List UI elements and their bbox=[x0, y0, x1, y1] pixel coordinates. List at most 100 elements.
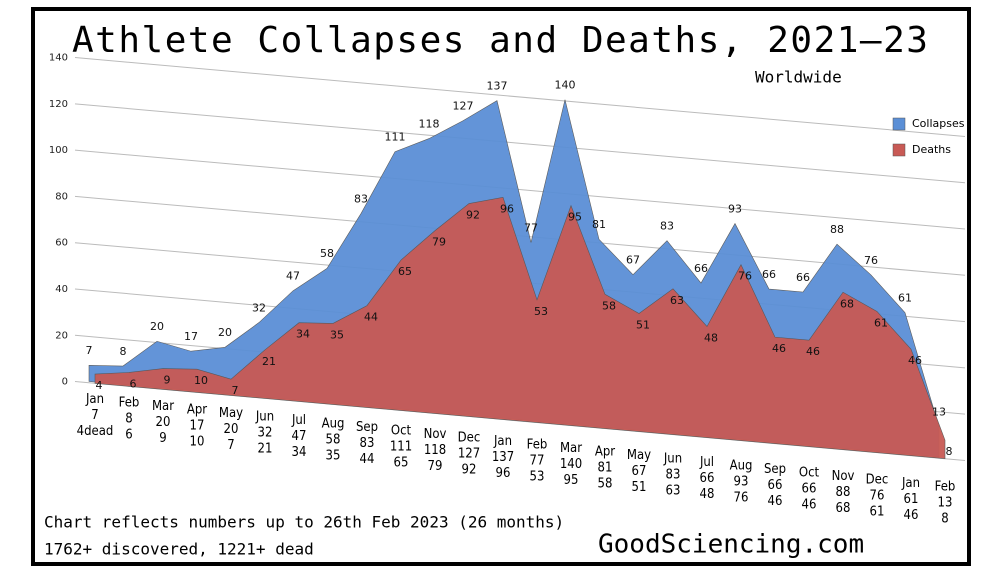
grid-line bbox=[74, 57, 966, 137]
x-tick-label: Apr bbox=[595, 445, 615, 460]
legend-label: Collapses bbox=[912, 117, 965, 130]
data-label: 53 bbox=[534, 305, 548, 318]
data-label: 92 bbox=[466, 209, 480, 222]
data-label: 66 bbox=[762, 268, 776, 281]
data-label: 46 bbox=[908, 354, 922, 367]
x-sub-label: 95 bbox=[564, 473, 579, 488]
data-label: 7 bbox=[86, 344, 93, 357]
data-label: 34 bbox=[296, 328, 310, 341]
x-sub-label: 88 bbox=[836, 485, 851, 500]
x-sub-label: 10 bbox=[190, 434, 205, 449]
data-label: 48 bbox=[704, 331, 718, 344]
note: Chart reflects numbers up to 26th Feb 20… bbox=[44, 513, 564, 532]
x-sub-label: 8 bbox=[125, 411, 132, 426]
data-label: 66 bbox=[796, 271, 810, 284]
x-sub-label: 118 bbox=[424, 443, 446, 458]
data-label: 20 bbox=[218, 326, 232, 339]
data-label: 79 bbox=[432, 236, 446, 249]
x-sub-label: 32 bbox=[258, 425, 273, 440]
data-label: 6 bbox=[130, 377, 137, 390]
x-tick-label: Jan bbox=[493, 434, 512, 449]
data-label: 7 bbox=[232, 384, 239, 397]
data-label: 77 bbox=[524, 221, 538, 234]
data-label: 83 bbox=[354, 192, 368, 205]
x-tick-label: Dec bbox=[458, 430, 481, 445]
data-label: 58 bbox=[602, 299, 616, 312]
legend-swatch bbox=[892, 117, 906, 131]
x-sub-label: 53 bbox=[530, 470, 545, 485]
x-sub-label: 65 bbox=[394, 455, 409, 470]
y-tick-label: 0 bbox=[62, 377, 68, 388]
data-label: 8 bbox=[946, 445, 953, 458]
x-sub-label: 66 bbox=[802, 482, 817, 497]
x-sub-label: 61 bbox=[904, 492, 919, 507]
data-label: 17 bbox=[184, 330, 198, 343]
data-label: 32 bbox=[252, 301, 266, 314]
data-label: 68 bbox=[840, 297, 854, 310]
x-tick-label: Jan bbox=[901, 476, 920, 491]
data-label: 61 bbox=[874, 316, 888, 329]
x-sub-label: 34 bbox=[292, 445, 307, 460]
x-sub-label: 7 bbox=[91, 408, 98, 423]
y-tick-label: 20 bbox=[55, 330, 68, 341]
x-tick-label: Feb bbox=[119, 395, 140, 410]
y-tick-label: 100 bbox=[49, 145, 68, 156]
x-sub-label: 35 bbox=[326, 448, 341, 463]
x-tick-label: Mar bbox=[560, 441, 582, 456]
data-label: 127 bbox=[453, 100, 474, 113]
data-label: 118 bbox=[419, 117, 440, 130]
x-sub-label: 83 bbox=[666, 468, 681, 483]
data-label: 58 bbox=[320, 247, 334, 260]
data-label: 46 bbox=[806, 345, 820, 358]
x-sub-label: 61 bbox=[870, 505, 885, 520]
data-label: 20 bbox=[150, 320, 164, 333]
x-tick-label: Jul bbox=[291, 413, 306, 428]
x-sub-label: 48 bbox=[700, 487, 715, 502]
grid-line bbox=[74, 103, 966, 184]
x-tick-label: Jul bbox=[699, 455, 714, 470]
data-label: 137 bbox=[487, 79, 508, 92]
x-sub-label: 51 bbox=[632, 480, 647, 495]
x-sub-label: 66 bbox=[700, 471, 715, 486]
chart-subtitle: Worldwide bbox=[755, 68, 842, 87]
x-tick-label: Apr bbox=[187, 402, 207, 417]
x-sub-label: 111 bbox=[390, 439, 412, 454]
data-label: 66 bbox=[694, 262, 708, 275]
data-label: 93 bbox=[728, 202, 742, 215]
x-tick-label: Oct bbox=[391, 423, 412, 438]
x-tick-label: Jun bbox=[255, 409, 274, 424]
data-label: 51 bbox=[636, 319, 650, 332]
x-sub-label: 13 bbox=[938, 496, 953, 511]
data-label: 63 bbox=[670, 294, 684, 307]
x-tick-label: Oct bbox=[799, 466, 820, 481]
x-sub-label: 77 bbox=[530, 454, 545, 469]
data-label: 21 bbox=[262, 355, 276, 368]
x-sub-label: 44 bbox=[360, 452, 375, 467]
x-sub-label: 20 bbox=[156, 415, 171, 430]
chart-title: Athlete Collapses and Deaths, 2021—23 bbox=[72, 20, 929, 61]
x-sub-label: 76 bbox=[870, 489, 885, 504]
data-label: 67 bbox=[626, 253, 640, 266]
x-sub-label: 46 bbox=[904, 508, 919, 523]
x-sub-label: 58 bbox=[326, 432, 341, 447]
x-tick-label: Mar bbox=[152, 399, 174, 414]
x-sub-label: 6 bbox=[125, 427, 132, 442]
frame bbox=[31, 7, 971, 566]
data-label: 76 bbox=[864, 254, 878, 267]
x-sub-label: 47 bbox=[292, 429, 307, 444]
x-tick-label: Feb bbox=[527, 438, 548, 453]
x-sub-label: 96 bbox=[496, 466, 511, 481]
x-tick-label: Sep bbox=[356, 420, 378, 435]
x-sub-label: 58 bbox=[598, 477, 613, 492]
x-tick-label: Aug bbox=[730, 459, 753, 474]
x-sub-label: 127 bbox=[458, 446, 480, 461]
data-label: 140 bbox=[555, 79, 576, 92]
data-label: 9 bbox=[164, 374, 171, 387]
x-sub-label: 21 bbox=[258, 441, 273, 456]
x-sub-label: 67 bbox=[632, 464, 647, 479]
data-label: 65 bbox=[398, 265, 412, 278]
x-sub-label: 92 bbox=[462, 462, 477, 477]
x-sub-label: 66 bbox=[768, 478, 783, 493]
x-tick-label: Jun bbox=[663, 452, 682, 467]
